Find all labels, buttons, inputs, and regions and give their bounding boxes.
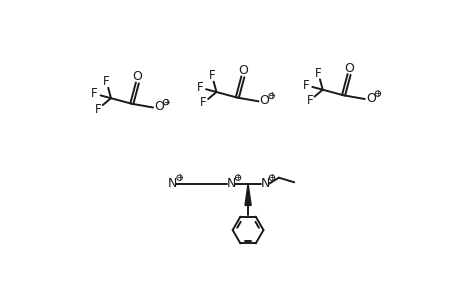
Text: +: + [162, 98, 169, 106]
Text: N: N [260, 177, 269, 190]
Text: N: N [168, 177, 177, 190]
Text: O: O [154, 100, 164, 113]
Text: F: F [91, 87, 98, 100]
Text: +: + [374, 89, 381, 98]
Text: F: F [306, 94, 313, 107]
Text: F: F [103, 75, 110, 88]
Text: F: F [196, 81, 203, 94]
Text: F: F [208, 69, 215, 82]
Text: F: F [314, 67, 321, 80]
Text: +: + [268, 173, 275, 182]
Polygon shape [245, 184, 251, 206]
Text: +: + [268, 92, 274, 100]
Text: O: O [365, 92, 375, 105]
Text: N: N [226, 177, 235, 190]
Text: +: + [176, 173, 183, 182]
Text: O: O [343, 62, 353, 75]
Text: O: O [132, 70, 142, 83]
Text: F: F [302, 79, 309, 92]
Text: +: + [234, 173, 241, 182]
Text: F: F [95, 103, 101, 116]
Text: O: O [259, 94, 269, 107]
Text: F: F [200, 96, 207, 110]
Text: O: O [237, 64, 247, 77]
